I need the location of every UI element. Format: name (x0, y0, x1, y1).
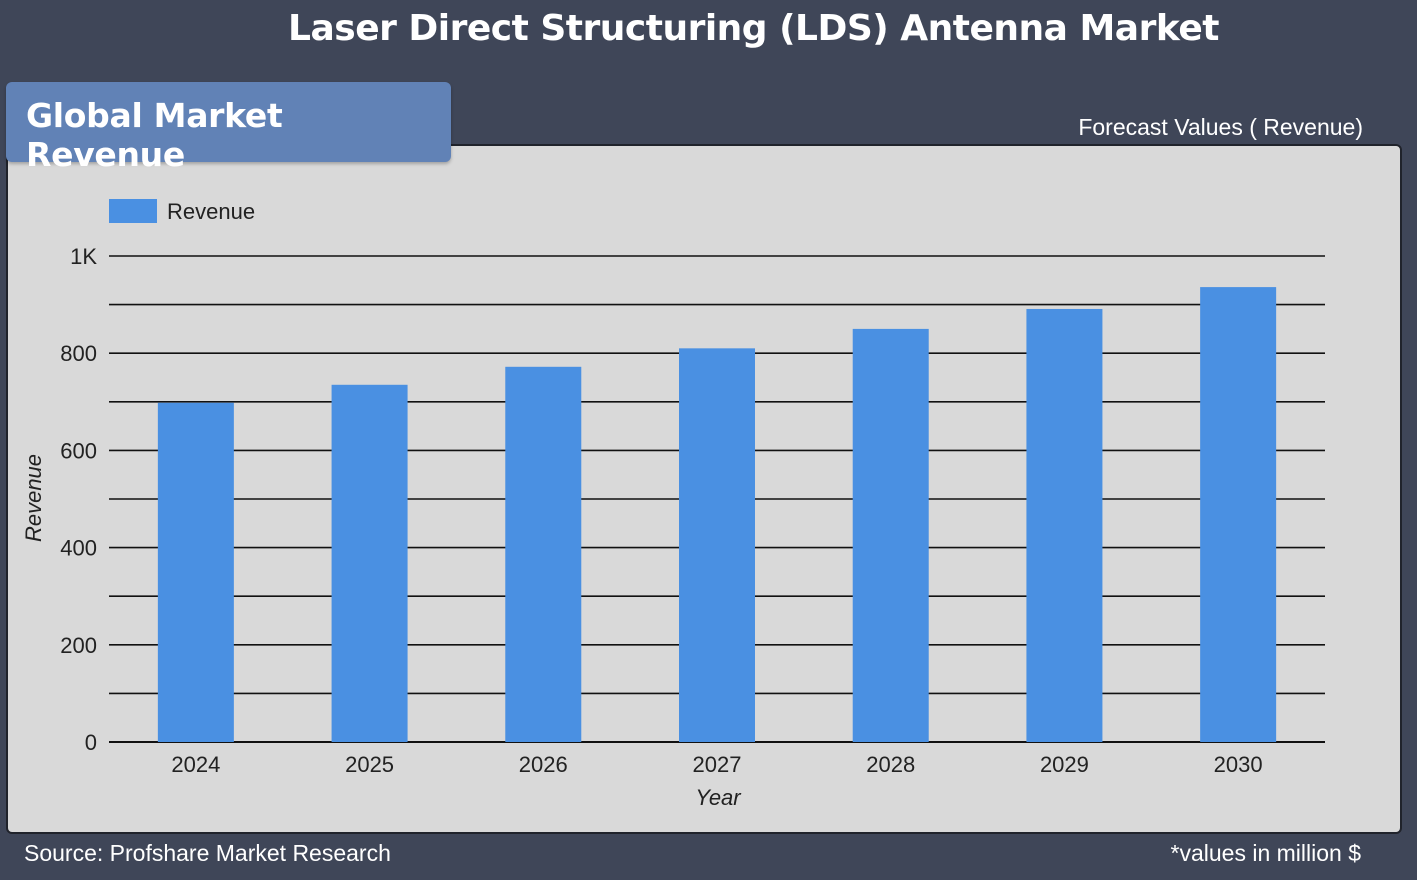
section-tab-label: Global Market Revenue (26, 96, 283, 174)
bar-2028 (852, 328, 929, 742)
bar-2024 (157, 402, 234, 742)
x-tick-label: 2025 (345, 752, 394, 777)
x-tick-label: 2028 (866, 752, 915, 777)
units-note: *values in million $ (1170, 840, 1361, 866)
y-tick-label: 400 (60, 536, 97, 561)
bar-2029 (1026, 308, 1103, 742)
legend-swatch (109, 199, 157, 223)
legend: Revenue (109, 199, 255, 224)
x-tick-label: 2027 (693, 752, 742, 777)
bar-2027 (679, 348, 755, 742)
x-tick-label: 2026 (519, 752, 568, 777)
bar-2025 (331, 384, 408, 742)
y-tick-label: 0 (85, 730, 97, 755)
legend-label: Revenue (167, 199, 255, 224)
source-note: Source: Profshare Market Research (24, 840, 391, 866)
x-axis-label: Year (695, 785, 742, 810)
forecast-label: Forecast Values ( Revenue) (1078, 114, 1363, 140)
y-tick-label: 1K (70, 244, 97, 269)
section-tab: Global Market Revenue (6, 82, 451, 174)
page-title: Laser Direct Structuring (LDS) Antenna M… (288, 8, 1219, 49)
bars (157, 287, 1277, 742)
x-tick-label: 2030 (1214, 752, 1263, 777)
y-tick-labels: 0 200 400 600 800 1K (60, 244, 97, 755)
y-tick-label: 200 (60, 633, 97, 658)
bar-2030 (1200, 287, 1277, 742)
y-tick-label: 600 (60, 438, 97, 463)
y-axis-label: Revenue (21, 454, 46, 542)
x-tick-label: 2024 (171, 752, 220, 777)
x-tick-labels: 2024 2025 2026 2027 2028 2029 2030 (171, 752, 1262, 777)
bar-2026 (505, 366, 582, 742)
x-tick-label: 2029 (1040, 752, 1089, 777)
y-tick-label: 800 (60, 341, 97, 366)
